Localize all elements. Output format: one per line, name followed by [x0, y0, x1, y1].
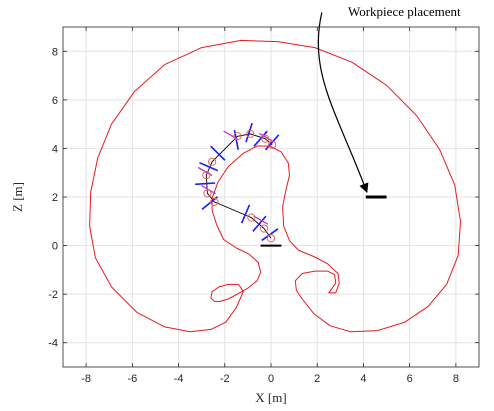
robot-joint-marker [233, 132, 242, 141]
plot-area [89, 39, 461, 333]
robot-joint-marker [247, 213, 256, 222]
x-tick-label: -6 [127, 373, 137, 385]
joint-axis-mark [252, 215, 267, 232]
x-tick-label: 0 [268, 373, 274, 385]
axis-ticks: -8 -6 -4 -2 0 2 4 6 8 -4 -2 0 2 4 6 8 [48, 27, 479, 385]
joint-axis-mark [210, 145, 226, 161]
tool-frame-mark [223, 130, 238, 140]
annotation-arrow [317, 12, 369, 194]
joint-axis-mark [240, 204, 251, 224]
y-tick-label: 8 [52, 46, 58, 58]
x-axis-label: X [m] [255, 390, 286, 405]
y-tick-label: -4 [48, 338, 58, 350]
robot-joint-marker [210, 197, 219, 206]
robot-joint-marker [259, 224, 269, 233]
robot-joint-marker [203, 189, 212, 198]
x-tick-label: 2 [314, 373, 320, 385]
x-tick-label: 4 [360, 373, 366, 385]
workpiece-annotation: Workpiece placement [317, 4, 461, 194]
workspace-boundary-line [89, 39, 461, 333]
tool-frame-mark [259, 132, 274, 143]
robot-joint-marker [266, 234, 276, 243]
x-tick-label: -2 [220, 373, 230, 385]
y-tick-label: -2 [48, 289, 58, 301]
x-tick-label: 8 [453, 373, 459, 385]
robot-joint-marker [268, 140, 277, 149]
y-tick-label: 2 [52, 192, 58, 204]
y-tick-label: 6 [52, 95, 58, 107]
x-tick-label: -4 [174, 373, 184, 385]
joint-axis-mark [245, 122, 253, 143]
x-tick-label: 6 [407, 373, 413, 385]
joint-axis-mark [253, 130, 268, 147]
tool-frame-mark [253, 215, 268, 225]
joint-axis-mark [201, 196, 219, 211]
x-tick-label: -8 [81, 373, 91, 385]
joint-axis-mark [195, 182, 216, 186]
robot-joint-marker [246, 129, 255, 138]
robot-links-line [205, 133, 273, 239]
joint-axis-mark [199, 161, 219, 172]
robot-joint-marker [261, 134, 270, 143]
y-axis-label: Z [m] [10, 182, 25, 212]
robot-joint-marker [207, 157, 217, 166]
y-tick-label: 0 [52, 241, 58, 253]
robot-joint-marker [202, 171, 211, 180]
joint-axis-mark [264, 134, 280, 151]
y-tick-label: 4 [52, 143, 58, 155]
annotation-text: Workpiece placement [348, 4, 461, 19]
